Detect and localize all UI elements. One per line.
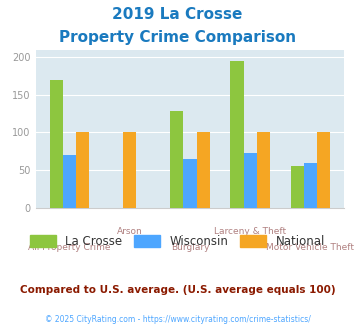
Bar <box>257 132 270 208</box>
Bar <box>197 132 210 208</box>
Bar <box>50 80 63 208</box>
Text: Motor Vehicle Theft: Motor Vehicle Theft <box>267 243 354 252</box>
Text: Compared to U.S. average. (U.S. average equals 100): Compared to U.S. average. (U.S. average … <box>20 285 335 295</box>
Text: All Property Crime: All Property Crime <box>28 243 111 252</box>
Text: Burglary: Burglary <box>171 243 209 252</box>
Text: Larceny & Theft: Larceny & Theft <box>214 227 286 236</box>
Bar <box>76 132 89 208</box>
Text: Property Crime Comparison: Property Crime Comparison <box>59 30 296 45</box>
Bar <box>123 132 136 208</box>
Text: Arson: Arson <box>117 227 143 236</box>
Bar <box>304 163 317 208</box>
Text: © 2025 CityRating.com - https://www.cityrating.com/crime-statistics/: © 2025 CityRating.com - https://www.city… <box>45 315 310 324</box>
Bar <box>317 132 330 208</box>
Legend: La Crosse, Wisconsin, National: La Crosse, Wisconsin, National <box>25 230 330 253</box>
Bar <box>170 111 183 208</box>
Bar <box>183 159 197 208</box>
Text: 2019 La Crosse: 2019 La Crosse <box>112 7 243 21</box>
Bar <box>63 155 76 208</box>
Bar <box>230 61 244 208</box>
Bar <box>244 153 257 208</box>
Bar <box>290 166 304 208</box>
